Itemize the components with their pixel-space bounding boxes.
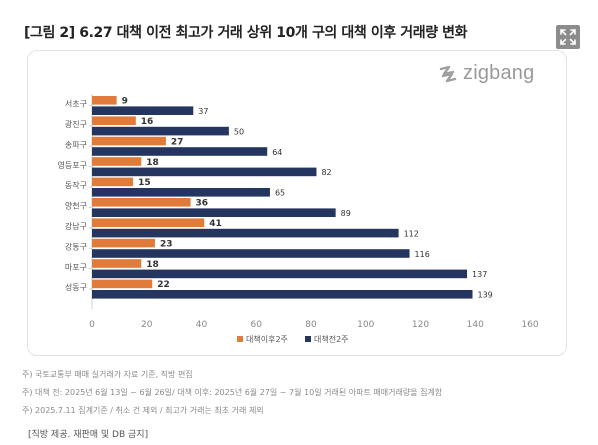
category-label: 양천구 [65, 201, 87, 211]
category-label: 동작구 [65, 180, 87, 190]
bar-after [92, 238, 155, 248]
bar-after [92, 157, 142, 166]
category-label: 서초구 [65, 100, 87, 109]
chart-title: [그림 2] 6.27 대책 이전 최고가 거래 상위 10개 구의 대책 이후… [24, 25, 468, 41]
bar-after-value-label: 27 [171, 137, 184, 147]
x-tick-label: 160 [521, 320, 538, 330]
category-label: 성동구 [65, 283, 87, 292]
bar-before [92, 147, 268, 156]
logo-text: zigbang [463, 62, 535, 84]
expand-button[interactable] [556, 25, 580, 49]
bar-after-value-label: 18 [146, 260, 159, 270]
bar-before-value-label: 137 [472, 270, 487, 279]
note-source: 주) 국토교통부 매매 실거래가 자료 기준, 직방 편집 [22, 370, 193, 379]
x-tick-label: 60 [251, 320, 263, 330]
expand-icon [560, 29, 576, 45]
bar-after [92, 259, 142, 268]
bar-after-value-label: 15 [138, 178, 151, 188]
bar-before [92, 188, 270, 197]
category-label: 광진구 [65, 119, 87, 129]
x-tick-label: 80 [305, 320, 317, 330]
bar-after-value-label: 9 [122, 97, 128, 107]
legend-swatch-before [305, 336, 311, 342]
bar-after [92, 279, 153, 289]
bar-before [92, 228, 399, 238]
bar-after [92, 198, 191, 207]
bar-before-value-label: 50 [234, 127, 244, 136]
x-tick-label: 120 [412, 320, 429, 330]
legend-label-after: 대책이후2주 [246, 334, 288, 344]
bar-before-value-label: 82 [321, 168, 331, 177]
bar-after-value-label: 41 [209, 219, 222, 229]
bar-after-value-label: 22 [157, 280, 170, 290]
bar-after [92, 136, 166, 146]
zigbang-logo: zigbang [438, 62, 534, 85]
bar-before [92, 106, 194, 115]
x-tick-label: 20 [141, 320, 153, 330]
x-tick-label: 100 [357, 320, 374, 330]
x-tick-label: 0 [89, 320, 95, 330]
bar-after-value-label: 18 [146, 158, 159, 168]
note-criteria: 주) 2025.7.11 집계기준 / 취소 건 제외 / 최고가 거래는 최초… [22, 406, 264, 415]
bar-after [92, 116, 136, 125]
bar-before [92, 208, 336, 217]
legend-label-before: 대책전2주 [314, 334, 349, 344]
category-label: 송파구 [65, 140, 87, 149]
bar-before [92, 290, 473, 299]
copyright-footer: [직방 제공. 재판매 및 DB 금지] [28, 430, 149, 440]
bar-after [92, 218, 205, 227]
bar-after-value-label: 16 [141, 117, 154, 127]
bar-before-value-label: 112 [404, 229, 419, 238]
x-tick-label: 40 [196, 320, 208, 330]
bar-before [92, 126, 229, 136]
note-period: 주) 대책 전: 2025년 6월 13일 ~ 6월 26일/ 대책 이후: 2… [22, 388, 443, 397]
notes: 주) 국토교통부 매매 실거래가 자료 기준, 직방 편집 주) 대책 전: 2… [22, 366, 442, 420]
bar-after-value-label: 36 [196, 199, 209, 209]
zigbang-logo-icon [439, 65, 457, 82]
bar-after [92, 96, 117, 105]
bar-before-value-label: 37 [198, 107, 208, 116]
bar-before [92, 269, 468, 279]
x-tick-label: 140 [467, 320, 484, 330]
bar-before-value-label: 139 [478, 291, 493, 300]
bar-before-value-label: 64 [272, 148, 282, 157]
category-label: 마포구 [65, 263, 87, 272]
bar-after [92, 177, 134, 187]
bar-before-value-label: 116 [415, 250, 430, 259]
bar-after-value-label: 23 [160, 239, 173, 249]
category-label: 영등포구 [58, 160, 87, 170]
bar-before [92, 167, 317, 177]
bar-before-value-label: 89 [341, 209, 351, 218]
category-label: 강동구 [65, 241, 87, 251]
legend-swatch-after [237, 336, 243, 342]
bar-before [92, 249, 410, 258]
category-label: 강남구 [65, 221, 87, 231]
bar-before-value-label: 65 [275, 189, 285, 198]
